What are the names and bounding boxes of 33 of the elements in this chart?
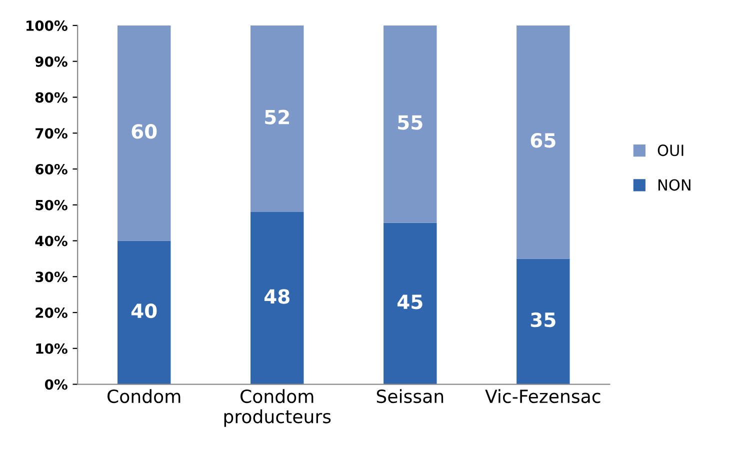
- data-label: 60: [132, 124, 157, 139]
- y-tick-label: 20%: [36, 307, 68, 318]
- y-tick-label: 30%: [36, 272, 68, 282]
- data-label: 55: [398, 115, 422, 130]
- data-label: 65: [530, 133, 556, 148]
- bar: [516, 25, 570, 259]
- data-label: 48: [264, 289, 290, 304]
- bar: [516, 258, 570, 384]
- y-tick-label: 70%: [36, 128, 68, 139]
- y-tick-label: 10%: [36, 343, 68, 354]
- y-tick-label: 0%: [44, 379, 68, 390]
- x-tick-label: Vic-Fezensac: [485, 389, 600, 404]
- y-tick-label: 80%: [35, 92, 68, 103]
- y-tick-label: 90%: [35, 56, 68, 67]
- legend-label: OUI: [658, 144, 684, 156]
- data-label: 45: [397, 294, 422, 310]
- x-tick-label: Condom: [108, 389, 180, 404]
- x-tick-label: Condom producteurs: [224, 389, 331, 427]
- y-tick-label: 50%: [36, 200, 68, 210]
- y-tick-label: 100%: [26, 20, 68, 31]
- bar: [118, 240, 171, 384]
- bar: [250, 25, 304, 212]
- bar: [250, 212, 304, 384]
- data-label: 40: [131, 303, 157, 318]
- bar: [384, 222, 437, 384]
- y-tick-label: 40%: [35, 236, 68, 246]
- x-tick-label: Seissan: [376, 389, 444, 404]
- bar: [384, 25, 437, 223]
- data-label: 52: [265, 110, 289, 124]
- data-label: 35: [530, 312, 556, 328]
- bar: [118, 25, 171, 241]
- legend-label: NON: [658, 179, 690, 191]
- y-tick-label: 60%: [35, 164, 68, 174]
